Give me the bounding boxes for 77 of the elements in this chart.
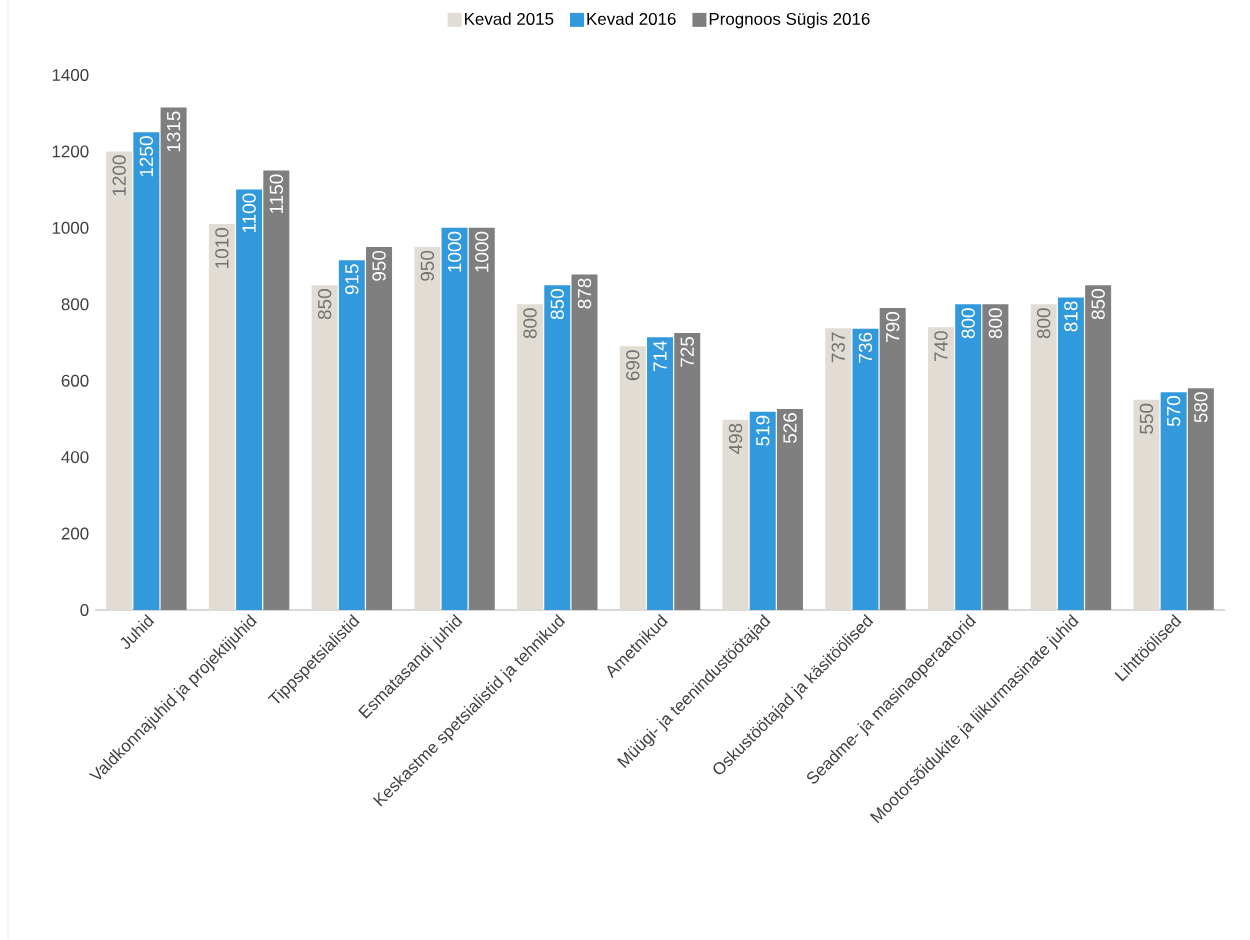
bar (982, 304, 1009, 610)
bar (208, 224, 235, 610)
data-label: 1315 (166, 111, 181, 152)
bar (1160, 392, 1187, 610)
data-label: 950 (372, 250, 386, 281)
data-label: 570 (1166, 396, 1181, 427)
bar (1057, 297, 1084, 610)
bar (133, 132, 160, 610)
data-label: 526 (783, 413, 797, 444)
y-tick-label: 400 (61, 451, 89, 464)
data-label: 714 (653, 340, 667, 371)
bar (468, 227, 495, 610)
data-label: 800 (1036, 308, 1051, 339)
legend-label: Kevad 2015 (465, 12, 554, 25)
data-label: 1250 (139, 136, 154, 177)
data-label: 1000 (475, 231, 489, 272)
data-label: 915 (345, 264, 359, 295)
bar (366, 246, 393, 610)
bar (338, 260, 365, 610)
data-label: 790 (885, 312, 900, 342)
bar (619, 346, 646, 610)
data-label: 1010 (215, 227, 229, 268)
y-tick-label: 800 (61, 298, 89, 311)
bar (825, 328, 852, 610)
data-label: 800 (961, 308, 975, 339)
bar (674, 332, 701, 610)
bar (236, 189, 263, 610)
data-label: 725 (680, 336, 694, 367)
legend-label: Prognoos Sügis 2016 (709, 12, 870, 29)
data-label: 580 (1194, 392, 1208, 423)
bar (263, 170, 290, 610)
data-label: 878 (577, 278, 592, 309)
bar (441, 227, 468, 610)
bar (160, 107, 187, 610)
legend-label: Kevad 2016 (587, 12, 676, 25)
data-label: 736 (858, 332, 873, 363)
bar (1187, 388, 1214, 610)
bar (722, 419, 749, 610)
bar (311, 285, 338, 610)
y-tick-label: 1000 (52, 221, 89, 234)
bar (852, 328, 879, 610)
bar (544, 285, 571, 610)
y-tick-label: 1400 (52, 68, 89, 81)
bar (927, 327, 954, 610)
data-label: 690 (626, 350, 640, 381)
y-tick-label: 0 (80, 603, 89, 616)
bar (414, 246, 441, 610)
data-label: 519 (756, 415, 770, 446)
data-label: 550 (1139, 403, 1154, 434)
data-label: 737 (831, 332, 845, 363)
data-label: 850 (317, 289, 332, 320)
data-label: 800 (523, 308, 537, 339)
bar (1085, 285, 1112, 610)
bar (955, 304, 982, 610)
bar (647, 337, 673, 610)
data-label: 850 (1091, 289, 1105, 320)
bar (517, 304, 544, 610)
data-label: 818 (1064, 301, 1078, 332)
data-label: 1200 (112, 155, 126, 196)
data-label: 498 (728, 423, 743, 455)
y-tick-label: 600 (61, 374, 89, 387)
data-label: 1100 (242, 193, 256, 233)
data-label: 850 (550, 289, 564, 320)
bar (749, 411, 776, 610)
data-label: 950 (420, 250, 435, 281)
data-label: 1150 (269, 174, 284, 213)
bar (776, 408, 803, 610)
bar (1030, 304, 1057, 610)
bar (879, 308, 906, 610)
data-label: 740 (934, 331, 948, 362)
bar (1133, 399, 1160, 610)
data-label: 800 (988, 308, 1003, 339)
bar (106, 151, 133, 610)
y-tick-label: 200 (61, 527, 89, 540)
bar (571, 274, 598, 610)
y-tick-label: 1200 (52, 145, 89, 158)
data-label: 1000 (447, 231, 462, 272)
